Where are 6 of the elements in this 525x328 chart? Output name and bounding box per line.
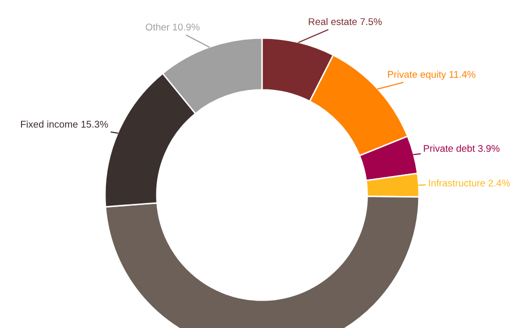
- slice-label: Private debt 3.9%: [424, 144, 500, 152]
- slice-label: Real estate 7.5%: [308, 18, 382, 26]
- slice-label: Infrastructure 2.4%: [429, 179, 510, 186]
- slice-label: Fixed income 15.3%: [21, 120, 108, 128]
- slice-label: Private equity 11.4%: [388, 70, 476, 80]
- slice-label: Other 10.9%: [146, 23, 200, 30]
